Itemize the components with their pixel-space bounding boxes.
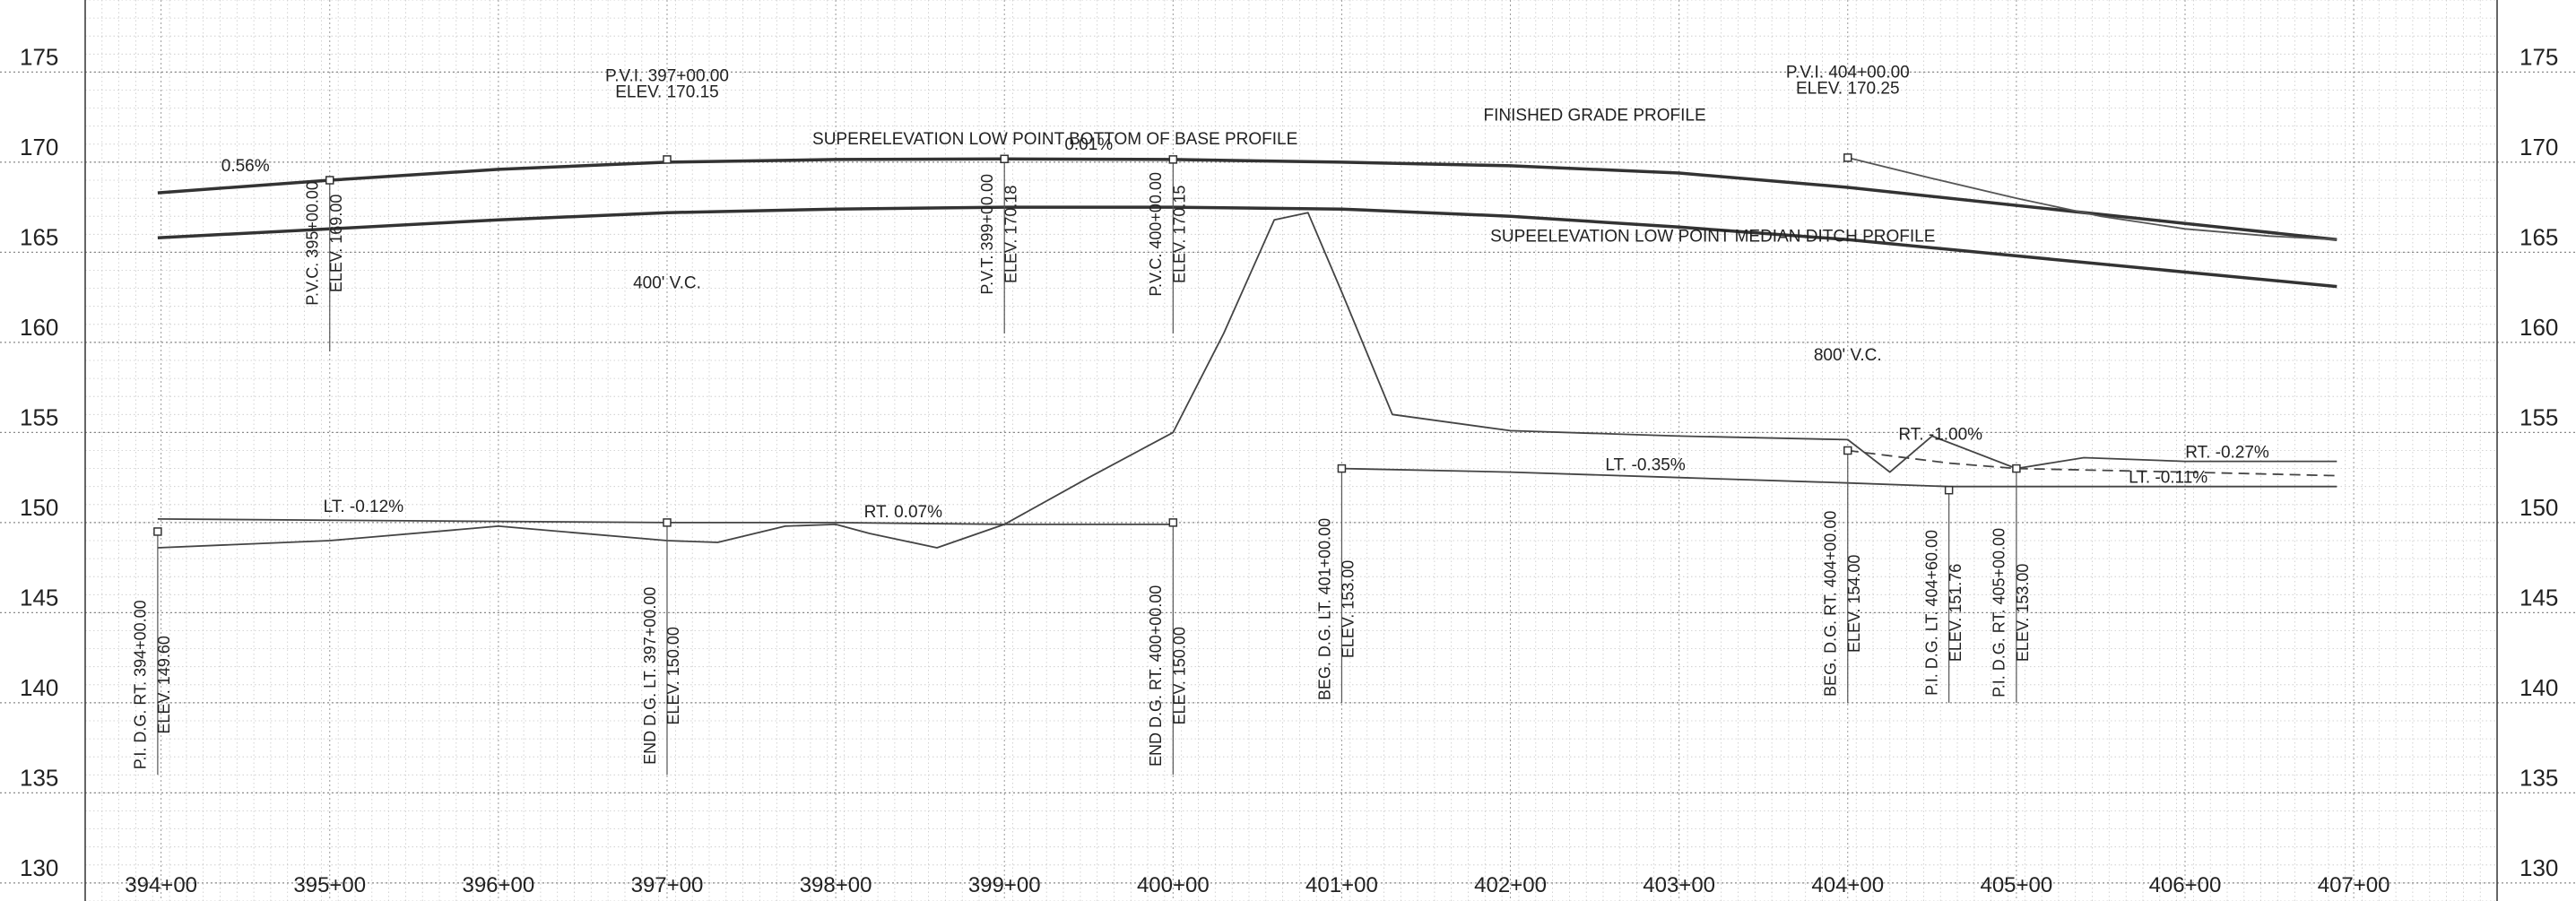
y-tick-label: 135	[20, 764, 58, 791]
y-tick-label: 175	[2520, 43, 2558, 70]
y-tick-label: 130	[2520, 854, 2558, 881]
annotation-label: LT. -0.35%	[1605, 456, 1686, 475]
point-markers	[153, 153, 2021, 536]
x-tick-label: 407+00	[2318, 873, 2390, 897]
pvi-marker	[1168, 155, 1178, 164]
x-tick-label: 401+00	[1305, 873, 1378, 897]
y-tick-label: 140	[20, 674, 58, 701]
x-tick-label: 394+00	[125, 873, 197, 897]
y-axis-labels-left: 130 135 140 145 150 155 160 165 170 175	[20, 43, 58, 881]
station-label: P.V.C. 395+00.00	[304, 181, 322, 306]
y-tick-label: 165	[20, 223, 58, 250]
pvi-marker	[153, 527, 162, 536]
y-tick-label: 150	[2520, 494, 2558, 521]
station-label: ELEV. 170.15	[1171, 186, 1189, 283]
annotation-label: SUPERELEVATION LOW POINT BOTTOM OF BASE …	[812, 130, 1297, 149]
y-tick-label: 160	[2520, 314, 2558, 341]
annotation-label: FINISHED GRADE PROFILE	[1484, 107, 1706, 126]
x-tick-label: 397+00	[631, 873, 704, 897]
y-tick-label: 165	[2520, 223, 2558, 250]
profile-line	[157, 157, 2337, 242]
annotation-label: RT. -1.00%	[1898, 425, 1982, 444]
y-tick-label: 155	[20, 403, 58, 430]
ground-line	[157, 212, 2337, 549]
annotation-label: ELEV. 170.25	[1796, 80, 1900, 99]
x-tick-label: 398+00	[800, 873, 872, 897]
pvi-marker	[325, 176, 334, 185]
station-label: END D.G. LT. 397+00.00	[641, 587, 659, 765]
station-label: ELEV. 154.00	[1845, 555, 1863, 653]
annotation-label: P.V.I. 397+00.00	[605, 66, 729, 85]
x-axis-labels: 394+00 395+00 396+00 397+00 398+00 399+00 400+…	[125, 873, 2390, 897]
station-label: ELEV. 170.18	[1002, 186, 1019, 283]
station-label: ELEV. 169.00	[327, 195, 345, 292]
y-tick-label: 140	[2520, 674, 2558, 701]
station-leader-lines	[157, 159, 2017, 775]
y-axis-labels-right: 130 135 140 145 150 155 160 165 170 175	[2520, 43, 2558, 881]
station-label: ELEV. 151.76	[1947, 564, 1965, 662]
station-label: ELEV. 150.00	[664, 627, 682, 724]
annotation-label: 0.56%	[221, 157, 270, 176]
annotation-label: 400' V.C.	[633, 274, 701, 293]
station-label: ELEV. 149.60	[155, 636, 173, 733]
ground-line	[1341, 467, 2337, 488]
pvi-marker	[1843, 446, 1852, 455]
annotation-label: 0.01%	[1064, 135, 1113, 154]
station-label: BEG. D.G. RT. 404+00.00	[1822, 511, 1840, 697]
station-label: END D.G. RT. 400+00.00	[1147, 585, 1165, 767]
annotation-label: RT. -0.27%	[2185, 444, 2269, 463]
x-tick-label: 404+00	[1811, 873, 1884, 897]
x-tick-label: 396+00	[462, 873, 534, 897]
station-label: P.I. D.G. RT. 405+00.00	[1991, 528, 2008, 697]
station-label: BEG. D.G. LT. 401+00.00	[1315, 518, 1333, 700]
pvi-marker	[663, 155, 672, 164]
x-tick-label: 399+00	[968, 873, 1041, 897]
y-tick-label: 145	[2520, 584, 2558, 611]
station-label: ELEV. 150.00	[1170, 627, 1188, 724]
annotation-label: 800' V.C.	[1814, 346, 1882, 365]
station-label: ELEV. 153.00	[1340, 560, 1357, 658]
y-tick-label: 150	[20, 494, 58, 521]
annotation-label: P.V.I. 404+00.00	[1786, 63, 1910, 82]
x-tick-label: 402+00	[1474, 873, 1547, 897]
annotation-label: RT. 0.07%	[864, 503, 942, 522]
minor-grid	[84, 0, 2497, 901]
station-label: P.V.T. 399+00.00	[978, 174, 996, 295]
profile-line	[157, 205, 2337, 289]
ground-line	[157, 518, 1174, 525]
station-label: P.I. D.G. RT. 394+00.00	[132, 600, 150, 769]
station-label: ELEV. 153.00	[2014, 564, 2032, 662]
x-tick-label: 406+00	[2149, 873, 2222, 897]
y-tick-label: 155	[2520, 403, 2558, 430]
annotation-label: ELEV. 170.15	[615, 83, 719, 102]
annotation-label: SUPEELEVATION LOW POINT MEDIAN DITCH PRO…	[1490, 227, 1935, 246]
y-tick-label: 175	[20, 43, 58, 70]
pvi-marker	[1168, 518, 1178, 527]
x-tick-label: 405+00	[1980, 873, 2052, 897]
y-tick-label: 145	[20, 584, 58, 611]
x-tick-label: 395+00	[293, 873, 366, 897]
pvi-marker	[2012, 463, 2021, 473]
pvi-marker	[663, 518, 672, 527]
annotation-label: LT. -0.11%	[2129, 469, 2207, 488]
station-label: P.I. D.G. LT. 404+60.00	[1923, 530, 1941, 696]
y-tick-label: 135	[2520, 764, 2558, 791]
x-tick-label: 400+00	[1137, 873, 1210, 897]
x-tick-label: 403+00	[1643, 873, 1715, 897]
y-tick-label: 160	[20, 314, 58, 341]
pvi-marker	[1000, 154, 1009, 164]
profile-line	[1847, 157, 2337, 241]
station-label: P.V.C. 400+00.00	[1147, 172, 1165, 297]
pvi-marker	[1944, 485, 1954, 495]
y-tick-label: 170	[20, 134, 58, 160]
pvi-marker	[1843, 153, 1852, 162]
y-tick-label: 130	[20, 854, 58, 881]
profile-lines	[157, 157, 2337, 549]
pvi-marker	[1337, 463, 1347, 473]
annotation-label: LT. -0.12%	[324, 498, 404, 516]
y-tick-label: 170	[2520, 134, 2558, 160]
